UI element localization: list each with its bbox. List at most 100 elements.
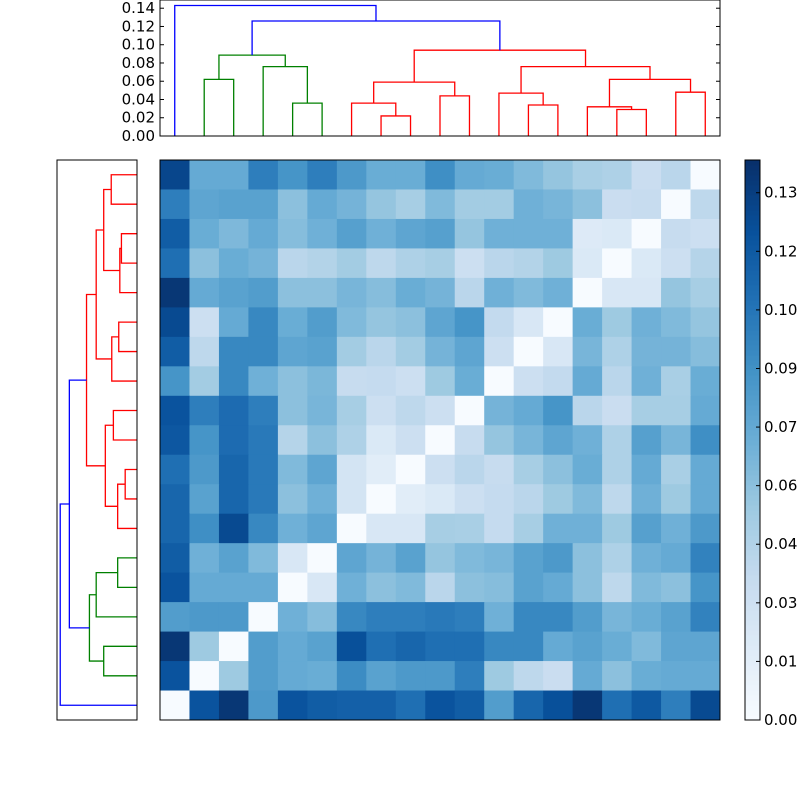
dendrogram-link-red: [373, 81, 456, 104]
dendrogram-link-blue: [251, 20, 501, 56]
heatmap-cell: [425, 307, 456, 338]
dendrogram-link-red: [110, 174, 137, 205]
heatmap-cell: [661, 690, 692, 721]
heatmap-cell: [277, 307, 308, 338]
heatmap-cell: [307, 425, 338, 456]
heatmap-cell: [248, 189, 279, 220]
heatmap-cell: [395, 454, 426, 485]
heatmap-cell: [336, 248, 367, 279]
heatmap-cell: [661, 484, 692, 515]
heatmap-cell: [160, 454, 190, 485]
heatmap-cell: [631, 218, 662, 249]
colorbar-segment: [745, 280, 760, 286]
colorbar-segment: [745, 560, 760, 566]
heatmap-cell: [631, 572, 662, 603]
colorbar-segment: [745, 195, 760, 201]
colorbar-segment: [745, 250, 760, 256]
colorbar-segment: [745, 260, 760, 266]
heatmap-cell: [160, 425, 190, 456]
colorbar-segment: [745, 685, 760, 691]
heatmap-cell: [690, 307, 721, 338]
heatmap-cell: [513, 484, 544, 515]
heatmap-cell: [543, 248, 574, 279]
heatmap-cell: [336, 661, 367, 692]
colorbar-segment: [745, 275, 760, 281]
dendrogram-link-red: [586, 106, 633, 136]
colorbar-segment: [745, 600, 760, 606]
y-tick-label: 0.10: [122, 36, 155, 54]
dendrogram-link-red: [111, 336, 137, 382]
heatmap-frame: [159, 159, 721, 721]
heatmap-cell: [277, 277, 308, 308]
dendrogram-link-red: [439, 95, 471, 136]
heatmap-cell: [336, 307, 367, 338]
colorbar-segment: [745, 705, 760, 711]
heatmap-cell: [572, 484, 603, 515]
heatmap-cell: [218, 484, 249, 515]
top-dendrogram: [159, 0, 721, 137]
colorbar-segment: [745, 255, 760, 261]
heatmap-cell: [661, 454, 692, 485]
heatmap-cell: [160, 602, 190, 633]
y-tick-label: 0.00: [122, 127, 155, 145]
colorbar-segment: [745, 345, 760, 351]
heatmap-cell: [366, 248, 397, 279]
colorbar-tick-label: 0.10: [764, 301, 797, 319]
heatmap-cell: [543, 484, 574, 515]
dendrogram-link-red: [616, 108, 647, 136]
colorbar-frame: [744, 159, 761, 721]
heatmap-cell: [395, 248, 426, 279]
heatmap-cell: [661, 425, 692, 456]
heatmap-cell: [543, 218, 574, 249]
dendrogram-link-red: [527, 104, 559, 136]
heatmap-cell: [454, 454, 485, 485]
heatmap-cell: [454, 248, 485, 279]
heatmap-cell: [189, 661, 220, 692]
heatmap-cell: [366, 454, 397, 485]
colorbar-segment: [745, 285, 760, 291]
heatmap-cell: [690, 661, 721, 692]
heatmap-cell: [336, 425, 367, 456]
heatmap-cell: [631, 160, 662, 190]
heatmap-cell: [454, 218, 485, 249]
heatmap-cell: [189, 425, 220, 456]
heatmap-cell: [454, 543, 485, 574]
heatmap-cell: [189, 395, 220, 426]
heatmap-cell: [218, 307, 249, 338]
heatmap-cell: [395, 572, 426, 603]
heatmap-cell: [248, 513, 279, 544]
heatmap-cell: [661, 336, 692, 367]
colorbar-segment: [745, 295, 760, 301]
heatmap-cell: [336, 160, 367, 190]
heatmap-cell: [336, 690, 367, 721]
colorbar-segment: [745, 375, 760, 381]
heatmap-cell: [218, 602, 249, 633]
heatmap-cell: [307, 395, 338, 426]
colorbar-tick-label: 0.07: [764, 418, 797, 436]
heatmap-cell: [572, 218, 603, 249]
heatmap-cell: [366, 543, 397, 574]
heatmap-cell: [602, 189, 633, 220]
colorbar-segment: [745, 585, 760, 591]
heatmap-cell: [454, 307, 485, 338]
colorbar-segment: [745, 515, 760, 521]
heatmap-cell: [425, 336, 456, 367]
heatmap-cell: [454, 513, 485, 544]
colorbar-segment: [745, 420, 760, 426]
dendrogram-link-red: [350, 102, 397, 136]
heatmap-cell: [543, 661, 574, 692]
heatmap-cell: [277, 160, 308, 190]
heatmap-cell: [336, 395, 367, 426]
heatmap-cell: [189, 602, 220, 633]
heatmap-cell: [277, 631, 308, 662]
heatmap-cell: [336, 543, 367, 574]
heatmap-cell: [543, 425, 574, 456]
heatmap-cell: [543, 690, 574, 721]
heatmap-cell: [602, 395, 633, 426]
heatmap-cell: [189, 690, 220, 721]
colorbar-segment: [745, 230, 760, 236]
heatmap-cell: [513, 631, 544, 662]
colorbar-segment: [745, 305, 760, 311]
heatmap-cell: [248, 690, 279, 721]
heatmap-cell: [484, 631, 515, 662]
